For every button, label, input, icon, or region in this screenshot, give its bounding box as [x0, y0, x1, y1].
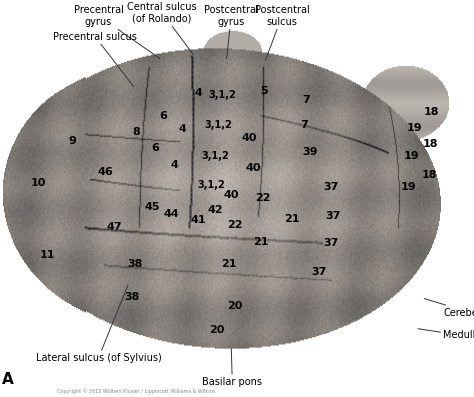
Text: 19: 19 [404, 150, 419, 161]
Text: 19: 19 [407, 123, 422, 133]
Text: 7: 7 [301, 120, 308, 130]
Text: 18: 18 [424, 107, 439, 117]
Text: 8: 8 [133, 127, 140, 137]
Text: 3,1,2: 3,1,2 [197, 179, 225, 190]
Text: 20: 20 [210, 325, 225, 335]
Text: 5: 5 [261, 85, 268, 96]
Text: 37: 37 [323, 182, 338, 193]
Text: Central sulcus
(of Rolando): Central sulcus (of Rolando) [128, 2, 197, 55]
Text: 6: 6 [160, 111, 167, 121]
Text: 3,1,2: 3,1,2 [208, 90, 236, 100]
Text: 6: 6 [152, 143, 159, 153]
Text: 42: 42 [208, 204, 223, 215]
Text: 11: 11 [40, 250, 55, 260]
Text: 18: 18 [421, 170, 437, 181]
Text: Basilar pons: Basilar pons [202, 349, 262, 387]
Text: 3,1,2: 3,1,2 [202, 150, 229, 161]
Text: 40: 40 [241, 133, 256, 143]
Text: 19: 19 [401, 182, 416, 193]
Text: Precentral
gyrus: Precentral gyrus [73, 5, 160, 59]
Text: Postcentral
gyrus: Postcentral gyrus [204, 5, 259, 59]
Text: Cerebellum: Cerebellum [424, 299, 474, 318]
Text: 9: 9 [68, 136, 76, 146]
Text: 40: 40 [224, 190, 239, 200]
Text: 38: 38 [124, 292, 139, 302]
Text: 44: 44 [164, 208, 180, 219]
Text: 40: 40 [246, 162, 261, 173]
Text: 18: 18 [423, 139, 438, 149]
Text: Lateral sulcus (of Sylvius): Lateral sulcus (of Sylvius) [36, 285, 161, 363]
Text: 4: 4 [170, 160, 178, 170]
Text: Postcentral
sulcus: Postcentral sulcus [255, 5, 310, 60]
Text: Copyright © 2012 Wolters Kluwer / Lippincott Williams & Wilkins: Copyright © 2012 Wolters Kluwer / Lippin… [57, 388, 215, 394]
Text: 22: 22 [227, 220, 242, 231]
Text: 46: 46 [97, 166, 113, 177]
Text: 39: 39 [303, 146, 318, 157]
Text: 37: 37 [325, 211, 340, 222]
Text: 10: 10 [31, 177, 46, 188]
Text: 20: 20 [227, 301, 242, 312]
Text: 21: 21 [284, 214, 299, 224]
Text: 45: 45 [145, 202, 160, 212]
Text: 4: 4 [179, 124, 186, 134]
Text: 37: 37 [323, 238, 338, 248]
Text: 41: 41 [191, 215, 206, 225]
Text: 22: 22 [255, 193, 271, 203]
Text: 21: 21 [253, 237, 268, 247]
Text: 4: 4 [194, 88, 202, 98]
Text: Precentral sulcus: Precentral sulcus [53, 31, 137, 87]
Text: Medulla: Medulla [418, 329, 474, 341]
Text: 47: 47 [107, 222, 122, 232]
Text: 21: 21 [221, 259, 236, 269]
Text: 3,1,2: 3,1,2 [204, 120, 232, 130]
Text: 7: 7 [302, 95, 310, 105]
Text: 37: 37 [311, 267, 326, 277]
Text: 38: 38 [128, 259, 143, 269]
Text: A: A [2, 372, 14, 387]
